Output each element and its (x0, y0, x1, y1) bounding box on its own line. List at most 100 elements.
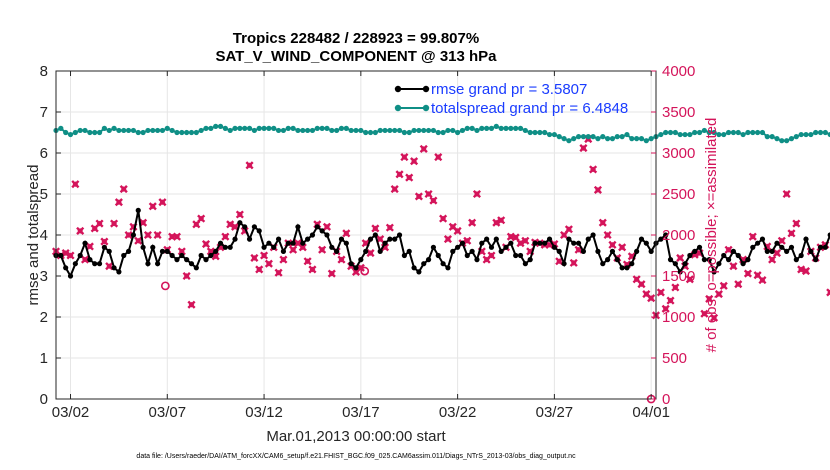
obs-assimilated-marker (245, 161, 254, 170)
totalspread-point (701, 127, 707, 134)
totalspread-point (116, 127, 122, 134)
footer-data-file: data file: /Users/raeder/DAI/ATM_forcXX/… (136, 453, 576, 460)
totalspread-point (808, 131, 814, 138)
x-tick-label: 03/07 (149, 404, 187, 421)
obs-assimilated-marker (235, 210, 244, 219)
totalspread-point (663, 129, 669, 136)
totalspread-point (58, 125, 64, 131)
totalspread-point (648, 136, 654, 142)
obs-assimilated-marker (772, 248, 782, 258)
obs-assimilated-stroke (826, 290, 830, 297)
obs-assimilated-marker (647, 294, 656, 303)
rmse-point (72, 261, 78, 267)
totalspread-point (716, 131, 722, 138)
obs-assimilated-center (754, 272, 761, 279)
rmse-point (566, 236, 572, 242)
totalspread-point (372, 129, 378, 136)
obs-assimilated-center (290, 246, 296, 253)
obs-assimilated-marker (177, 247, 186, 256)
obs-assimilated-center (706, 296, 713, 302)
totalspread-point (87, 129, 93, 136)
totalspread-point (440, 129, 446, 136)
x-tick-label: 03/12 (245, 404, 283, 421)
totalspread-point (329, 127, 335, 134)
totalspread-point (377, 127, 383, 134)
rmse-point (92, 261, 98, 267)
obs-assimilated-center (401, 154, 408, 160)
rmse-point (769, 248, 775, 254)
rmse-point (295, 224, 301, 230)
totalspread-point (624, 131, 630, 138)
obs-assimilated-marker (61, 248, 70, 258)
obs-assimilated-center (391, 186, 398, 192)
totalspread-point (682, 131, 688, 138)
totalspread-point (474, 127, 480, 134)
obs-assimilated-center (72, 181, 79, 187)
obs-assimilated-marker (110, 219, 119, 228)
obs-assimilated-center (716, 291, 722, 297)
totalspread-point (213, 123, 219, 129)
obs-assimilated-center (396, 171, 403, 178)
obs-assimilated-marker (66, 251, 75, 260)
obs-assimilated-marker (579, 144, 588, 153)
rmse-point (217, 240, 224, 246)
rmse-line (56, 210, 830, 279)
obs-assimilated-marker (734, 280, 743, 289)
obs-assimilated-center (749, 233, 756, 240)
obs-assimilated-center (280, 256, 287, 263)
obs-assimilated-marker (400, 153, 409, 162)
rmse-point (421, 261, 427, 267)
obs-assimilated-marker (100, 237, 109, 246)
obs-assimilated-center (212, 253, 219, 260)
obs-assimilated-center (672, 284, 679, 291)
obs-assimilated-center (778, 237, 785, 244)
x-tick-label: 04/01 (632, 404, 670, 421)
totalspread-point (401, 129, 407, 136)
obs-possible-marker (160, 281, 170, 291)
obs-assimilated-marker (158, 198, 167, 207)
totalspread-point (96, 129, 103, 136)
obs-assimilated-marker (472, 189, 482, 199)
rmse-point (198, 252, 204, 259)
totalspread-point (411, 127, 417, 134)
obs-assimilated-marker (385, 223, 394, 232)
rmse-point (363, 248, 369, 254)
totalspread-point (382, 127, 388, 134)
totalspread-point (416, 127, 422, 134)
rmse-point (125, 248, 132, 254)
totalspread-point (358, 127, 364, 134)
obs-assimilated-center (803, 268, 809, 274)
obs-assimilated-center (411, 158, 417, 165)
rmse-point (701, 257, 707, 263)
x-tick-label: 03/22 (439, 404, 477, 421)
obs-assimilated-marker (85, 242, 94, 251)
legend-rmse-label: rmse grand pr = 3.5807 (431, 81, 587, 98)
totalspread-point (430, 127, 437, 134)
totalspread-point (730, 129, 737, 136)
obs-assimilated-center (198, 215, 204, 222)
totalspread-point (822, 129, 828, 136)
obs-assimilated-marker (700, 309, 709, 318)
y-tick-label-left: 6 (40, 145, 48, 162)
totalspread-point (575, 134, 582, 140)
rmse-point (377, 248, 383, 254)
rmse-point (817, 244, 824, 250)
y-tick-label-right: 0 (662, 391, 670, 408)
rmse-point (735, 252, 741, 259)
obs-assimilated-center (120, 186, 127, 192)
obs-assimilated-marker (797, 265, 806, 274)
totalspread-point (590, 134, 596, 140)
rmse-point (111, 265, 117, 271)
obs-assimilated-center (222, 233, 229, 240)
rmse-point (430, 244, 437, 250)
obs-assimilated-marker (434, 153, 443, 162)
totalspread-point (798, 131, 804, 138)
rmse-point (784, 248, 790, 254)
obs-assimilated-marker (792, 219, 801, 228)
totalspread-point (63, 129, 69, 136)
y-tick-label-left: 1 (40, 350, 48, 367)
obs-assimilated-center (575, 246, 582, 253)
totalspread-point (813, 129, 819, 136)
rmse-point (285, 240, 291, 246)
rmse-point (614, 257, 620, 263)
